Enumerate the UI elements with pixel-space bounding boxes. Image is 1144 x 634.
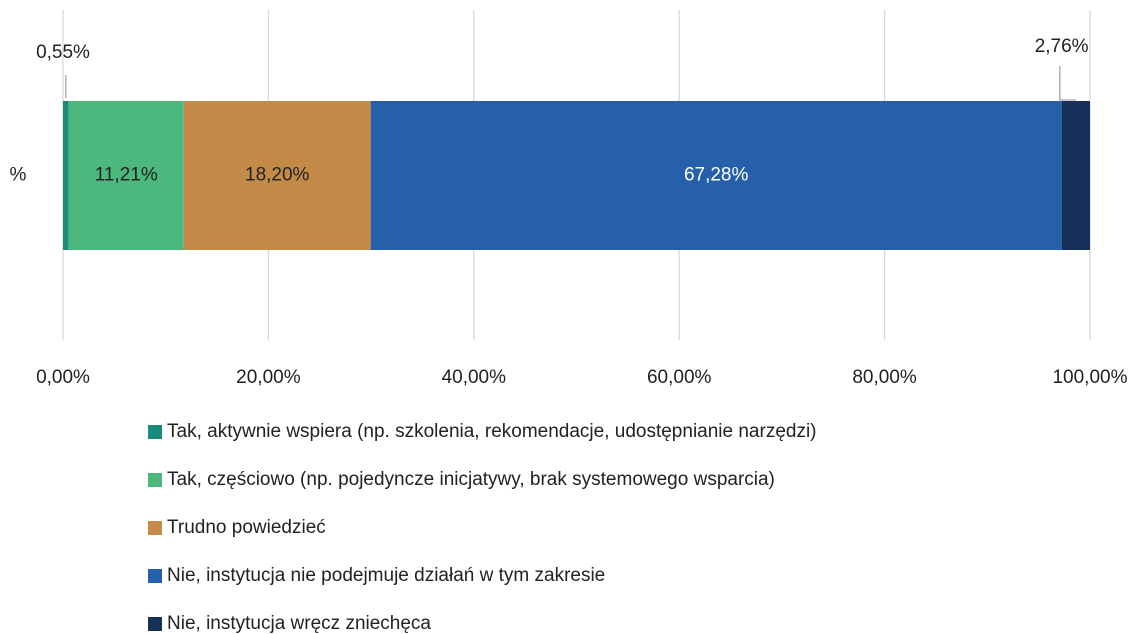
legend-swatch xyxy=(148,569,162,583)
legend-swatch xyxy=(148,425,162,439)
x-tick-label: 60,00% xyxy=(647,367,712,388)
legend-label: Trudno powiedzieć xyxy=(167,517,326,538)
data-label: 2,76% xyxy=(1035,36,1089,57)
x-tick-label: 100,00% xyxy=(1052,367,1127,388)
legend-swatch xyxy=(148,473,162,487)
legend-label: Tak, aktywnie wspiera (np. szkolenia, re… xyxy=(167,421,817,442)
legend-label: Nie, instytucja wręcz zniechęca xyxy=(167,613,431,634)
bar-segment xyxy=(68,101,184,250)
leader-line xyxy=(1059,66,1076,101)
legend-swatch xyxy=(148,617,162,631)
bar-segment xyxy=(183,101,371,250)
x-tick-label: 80,00% xyxy=(852,367,917,388)
y-tick-label: % xyxy=(10,165,27,186)
data-label: 11,21% xyxy=(95,165,158,186)
legend-swatch xyxy=(148,521,162,535)
data-label: 67,28% xyxy=(684,165,749,186)
x-tick-label: 20,00% xyxy=(236,367,301,388)
bar-segment xyxy=(1061,101,1090,250)
legend-label: Nie, instytucja nie podejmuje działań w … xyxy=(167,565,605,586)
data-label: 0,55% xyxy=(36,42,90,63)
x-tick-label: 40,00% xyxy=(442,367,507,388)
bar-segment xyxy=(63,101,69,250)
x-tick-label: 0,00% xyxy=(36,367,90,388)
data-label: 18,20% xyxy=(245,165,310,186)
legend-label: Tak, częściowo (np. pojedyncze inicjatyw… xyxy=(167,469,775,490)
bar-segment xyxy=(370,101,1062,250)
